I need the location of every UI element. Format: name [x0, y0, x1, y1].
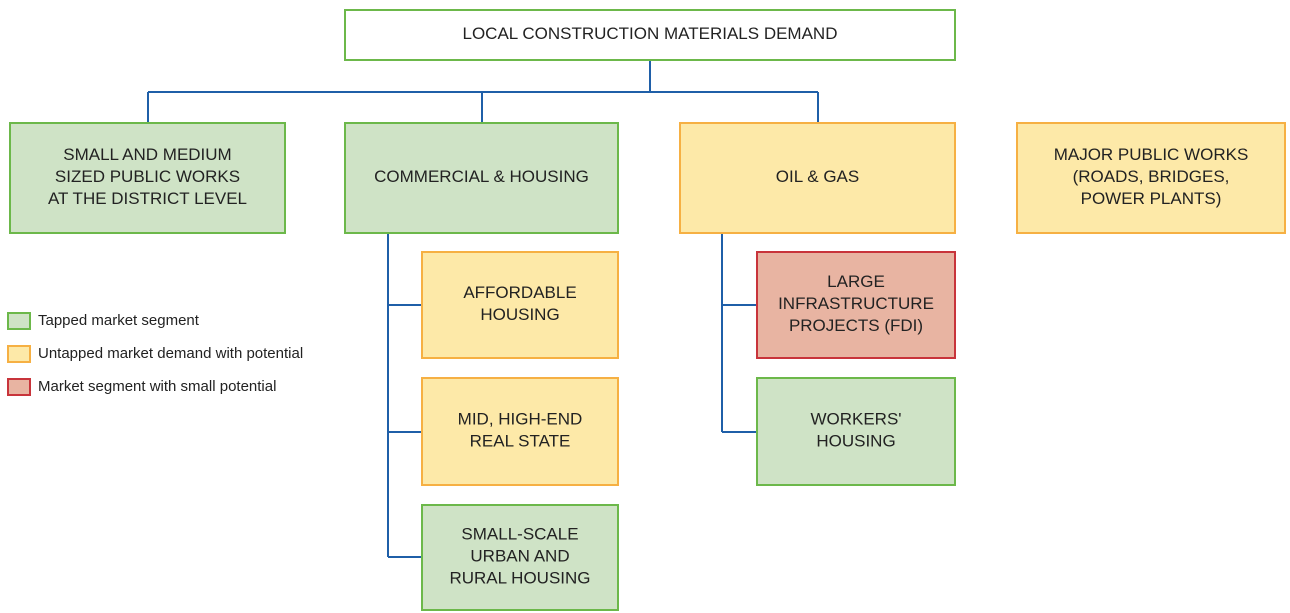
label-line: SMALL AND MEDIUM — [63, 145, 231, 164]
node-label: MAJOR PUBLIC WORKS (ROADS, BRIDGES, POWER … — [1054, 145, 1249, 208]
label-line: RURAL HOUSING — [449, 569, 590, 588]
label-line: HOUSING — [480, 305, 559, 324]
node-box — [679, 122, 956, 234]
node: SMALL-SCALE URBAN AND RURAL HOUSING — [421, 504, 619, 611]
node: LARGE INFRASTRUCTURE PROJECTS (FDI) — [756, 251, 956, 359]
label-line: POWER PLANTS) — [1081, 189, 1222, 208]
node-label: OIL & GAS — [776, 167, 859, 186]
label-line: LOCAL CONSTRUCTION MATERIALS DEMAND — [463, 24, 838, 43]
legend-item: Market segment with small potential — [7, 378, 276, 396]
label-line: AT THE DISTRICT LEVEL — [48, 189, 247, 208]
label-line: HOUSING — [816, 432, 895, 451]
legend-swatch — [7, 378, 31, 396]
node: MAJOR PUBLIC WORKS (ROADS, BRIDGES, POWER … — [1016, 122, 1286, 234]
label-line: PROJECTS (FDI) — [789, 316, 923, 335]
label-line: COMMERCIAL & HOUSING — [374, 167, 589, 186]
legend-item: Tapped market segment — [7, 312, 200, 330]
node-label: MID, HIGH-END REAL STATE — [458, 410, 583, 451]
node-box — [756, 377, 956, 486]
label-line: MAJOR PUBLIC WORKS — [1054, 145, 1249, 164]
legend-label: Untapped market demand with potential — [38, 345, 303, 362]
node-label: LOCAL CONSTRUCTION MATERIALS DEMAND — [463, 24, 838, 43]
node-label: AFFORDABLE HOUSING — [463, 283, 576, 324]
connectors — [147, 60, 819, 558]
node-box — [344, 9, 956, 61]
node-label: LARGE INFRASTRUCTURE PROJECTS (FDI) — [778, 272, 934, 335]
label-line: SIZED PUBLIC WORKS — [55, 167, 240, 186]
label-line: LARGE — [827, 272, 885, 291]
node-label: SMALL-SCALE URBAN AND RURAL HOUSING — [449, 525, 590, 588]
connector — [147, 60, 819, 123]
label-line: MID, HIGH-END — [458, 410, 583, 429]
connector — [721, 233, 757, 433]
node-box — [1016, 122, 1286, 234]
node-label: WORKERS' HOUSING — [810, 410, 901, 451]
label-line: (ROADS, BRIDGES, — [1073, 167, 1230, 186]
node-label: SMALL AND MEDIUM SIZED PUBLIC WORKS AT THE… — [48, 145, 247, 208]
label-line: REAL STATE — [470, 432, 571, 451]
node: OIL & GAS — [679, 122, 956, 234]
label-line: INFRASTRUCTURE — [778, 294, 934, 313]
node-label: COMMERCIAL & HOUSING — [374, 167, 589, 186]
node: SMALL AND MEDIUM SIZED PUBLIC WORKS AT THE… — [9, 122, 286, 234]
node-box — [421, 377, 619, 486]
legend-item: Untapped market demand with potential — [7, 345, 303, 363]
label-line: AFFORDABLE — [463, 283, 576, 302]
node: AFFORDABLE HOUSING — [421, 251, 619, 359]
connector — [387, 233, 422, 558]
label-line: SMALL-SCALE — [461, 525, 578, 544]
label-line: URBAN AND — [470, 547, 569, 566]
label-line: WORKERS' — [810, 410, 901, 429]
legend-swatch — [7, 345, 31, 363]
node-box — [344, 122, 619, 234]
node: WORKERS' HOUSING — [756, 377, 956, 486]
node-box — [421, 504, 619, 611]
legend-label: Market segment with small potential — [38, 378, 276, 395]
node: COMMERCIAL & HOUSING — [344, 122, 619, 234]
node-box — [421, 251, 619, 359]
node-box — [9, 122, 286, 234]
node: LOCAL CONSTRUCTION MATERIALS DEMAND — [344, 9, 956, 61]
node: MID, HIGH-END REAL STATE — [421, 377, 619, 486]
legend-label: Tapped market segment — [38, 312, 200, 329]
legend-swatch — [7, 312, 31, 330]
node-box — [756, 251, 956, 359]
label-line: OIL & GAS — [776, 167, 859, 186]
